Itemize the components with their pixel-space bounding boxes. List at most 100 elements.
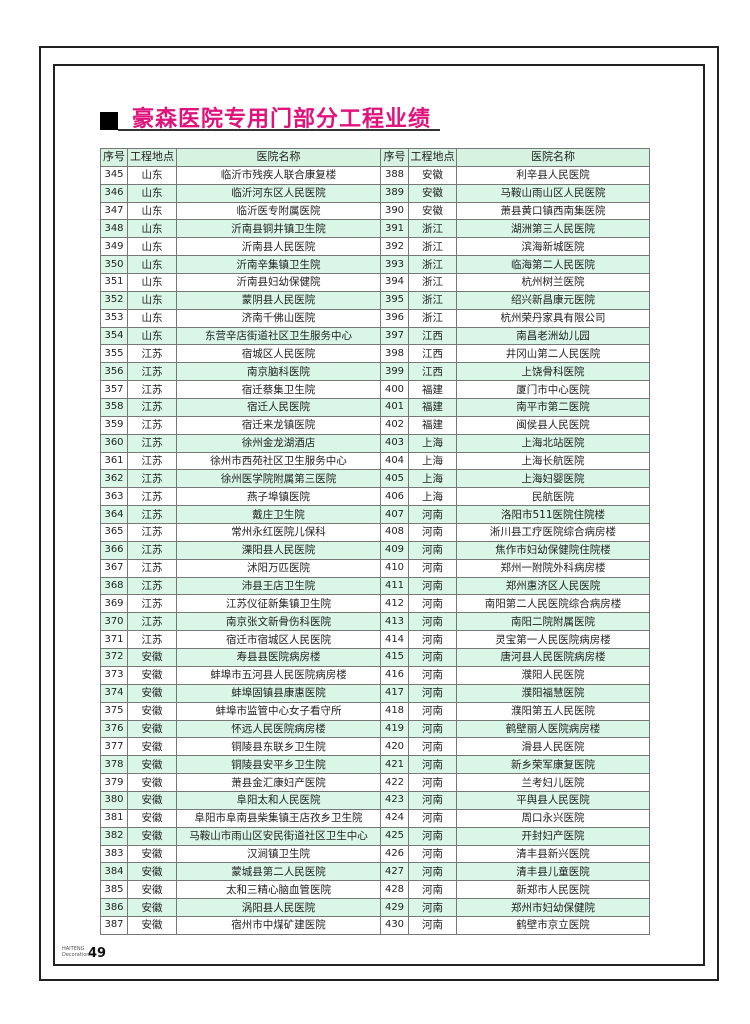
cell-number: 356 bbox=[100, 362, 128, 382]
cell-number: 420 bbox=[380, 737, 409, 757]
cell-hospital-name: 淅川县工疗医院综合病房楼 bbox=[456, 523, 650, 542]
projects-table: 序号 工程地点 医院名称 序号 工程地点 医院名称 345 山东 临沂市残疾人联合康… bbox=[100, 148, 650, 935]
table-row: 384 安徽 蒙城县第二人民医院 427 河南 清丰县儿童医院 bbox=[100, 862, 650, 882]
cell-location: 安徽 bbox=[127, 665, 177, 685]
cell-number: 364 bbox=[100, 505, 128, 525]
cell-location: 安徽 bbox=[127, 648, 177, 667]
table-row: 361 江苏 徐州市西苑社区卫生服务中心 404 上海 上海长航医院 bbox=[100, 451, 650, 471]
cell-number: 401 bbox=[380, 398, 409, 417]
cell-location: 浙江 bbox=[408, 255, 457, 275]
cell-number: 397 bbox=[380, 326, 409, 346]
cell-location: 安徽 bbox=[127, 719, 177, 739]
cell-hospital-name: 开封妇产医院 bbox=[456, 826, 650, 846]
cell-hospital-name: 萧县黄口镇西南集医院 bbox=[456, 201, 650, 221]
cell-number: 374 bbox=[100, 683, 128, 703]
cell-number: 390 bbox=[380, 201, 409, 221]
cell-number: 345 bbox=[100, 165, 128, 185]
cell-number: 427 bbox=[380, 862, 409, 882]
cell-location: 安徽 bbox=[127, 790, 177, 810]
table-row: 376 安徽 怀远人民医院病房楼 419 河南 鹤壁丽人医院病房楼 bbox=[100, 719, 650, 739]
table-row: 353 山东 济南千佛山医院 396 浙江 杭州荣丹家具有限公司 bbox=[100, 308, 650, 328]
cell-number: 410 bbox=[380, 558, 409, 578]
cell-location: 浙江 bbox=[408, 290, 457, 310]
cell-hospital-name: 闽侯县人民医院 bbox=[456, 415, 650, 435]
cell-hospital-name: 铜陵县东联乡卫生院 bbox=[176, 737, 381, 757]
cell-hospital-name: 南阳二院附属医院 bbox=[456, 612, 650, 632]
table-row: 345 山东 临沂市残疾人联合康复楼 388 安徽 利辛县人民医院 bbox=[100, 165, 650, 185]
cell-hospital-name: 宿迁蔡集卫生院 bbox=[176, 380, 381, 400]
cell-number: 421 bbox=[380, 755, 409, 775]
cell-hospital-name: 郑州一附院外科病房楼 bbox=[456, 558, 650, 578]
cell-location: 浙江 bbox=[408, 237, 457, 257]
cell-hospital-name: 常州永红医院儿保科 bbox=[176, 523, 381, 542]
cell-hospital-name: 蚌埠市监管中心女子看守所 bbox=[176, 701, 381, 721]
table-row: 378 安徽 铜陵县安平乡卫生院 421 河南 新乡荣军康复医院 bbox=[100, 755, 650, 775]
cell-number: 408 bbox=[380, 523, 409, 542]
cell-number: 360 bbox=[100, 433, 128, 453]
table-row: 380 安徽 阜阳太和人民医院 423 河南 平舆县人民医院 bbox=[100, 790, 650, 810]
cell-number: 385 bbox=[100, 880, 128, 900]
cell-hospital-name: 鹤壁市京立医院 bbox=[456, 915, 650, 935]
cell-location: 河南 bbox=[408, 558, 457, 578]
cell-number: 430 bbox=[380, 915, 409, 935]
cell-location: 江苏 bbox=[127, 558, 177, 578]
cell-location: 上海 bbox=[408, 451, 457, 471]
cell-location: 河南 bbox=[408, 719, 457, 739]
cell-hospital-name: 濮阳人民医院 bbox=[456, 665, 650, 685]
cell-number: 417 bbox=[380, 683, 409, 703]
cell-number: 399 bbox=[380, 362, 409, 382]
cell-number: 361 bbox=[100, 451, 128, 471]
cell-number: 424 bbox=[380, 808, 409, 828]
cell-location: 河南 bbox=[408, 665, 457, 685]
table-row: 365 江苏 常州永红医院儿保科 408 河南 淅川县工疗医院综合病房楼 bbox=[100, 523, 650, 542]
table-row: 357 江苏 宿迁蔡集卫生院 400 福建 厦门市中心医院 bbox=[100, 380, 650, 400]
cell-location: 河南 bbox=[408, 737, 457, 757]
cell-location: 安徽 bbox=[127, 880, 177, 900]
table-row: 348 山东 沂南县铜井镇卫生院 391 浙江 湖洲第三人民医院 bbox=[100, 219, 650, 239]
cell-hospital-name: 沂南县铜井镇卫生院 bbox=[176, 219, 381, 239]
table-row: 356 江苏 南京脑科医院 399 江西 上饶骨科医院 bbox=[100, 362, 650, 382]
cell-location: 江苏 bbox=[127, 487, 177, 507]
cell-number: 347 bbox=[100, 201, 128, 221]
cell-hospital-name: 寿县县医院病房楼 bbox=[176, 648, 381, 667]
cell-location: 河南 bbox=[408, 683, 457, 703]
cell-number: 353 bbox=[100, 308, 128, 328]
cell-number: 394 bbox=[380, 273, 409, 292]
cell-hospital-name: 临海第二人民医院 bbox=[456, 255, 650, 275]
table-row: 354 山东 东营辛店街道社区卫生服务中心 397 江西 南昌老洲幼儿园 bbox=[100, 326, 650, 346]
cell-hospital-name: 上海长航医院 bbox=[456, 451, 650, 471]
table-row: 387 安徽 宿州市中煤矿建医院 430 河南 鹤壁市京立医院 bbox=[100, 915, 650, 935]
cell-hospital-name: 临沂医专附属医院 bbox=[176, 201, 381, 221]
cell-location: 河南 bbox=[408, 648, 457, 667]
cell-location: 山东 bbox=[127, 183, 177, 203]
cell-hospital-name: 太和三精心脑血管医院 bbox=[176, 880, 381, 900]
cell-number: 363 bbox=[100, 487, 128, 507]
table-row: 363 江苏 燕子埠镇医院 406 上海 民航医院 bbox=[100, 487, 650, 507]
cell-location: 河南 bbox=[408, 898, 457, 917]
cell-location: 河南 bbox=[408, 755, 457, 775]
cell-hospital-name: 绍兴新昌康元医院 bbox=[456, 290, 650, 310]
cell-number: 349 bbox=[100, 237, 128, 257]
table-row: 383 安徽 汉涧镇卫生院 426 河南 清丰县新兴医院 bbox=[100, 844, 650, 864]
cell-hospital-name: 蚌埠固镇县康惠医院 bbox=[176, 683, 381, 703]
table-row: 381 安徽 阜阳市阜南县柴集镇王店孜乡卫生院 424 河南 周口永兴医院 bbox=[100, 808, 650, 828]
cell-hospital-name: 南阳第二人民医院综合病房楼 bbox=[456, 594, 650, 614]
cell-location: 安徽 bbox=[408, 201, 457, 221]
cell-number: 400 bbox=[380, 380, 409, 400]
cell-number: 409 bbox=[380, 540, 409, 560]
cell-hospital-name: 井冈山第二人民医院 bbox=[456, 344, 650, 364]
brand-line-1: HAITENG bbox=[62, 946, 85, 952]
cell-hospital-name: 焦作市妇幼保健院住院楼 bbox=[456, 540, 650, 560]
cell-number: 426 bbox=[380, 844, 409, 864]
cell-number: 359 bbox=[100, 415, 128, 435]
cell-number: 370 bbox=[100, 612, 128, 632]
cell-number: 369 bbox=[100, 594, 128, 614]
cell-location: 河南 bbox=[408, 576, 457, 596]
cell-number: 379 bbox=[100, 773, 128, 792]
cell-location: 江西 bbox=[408, 326, 457, 346]
cell-number: 376 bbox=[100, 719, 128, 739]
outer-page-border bbox=[39, 46, 719, 981]
cell-location: 安徽 bbox=[408, 183, 457, 203]
cell-location: 河南 bbox=[408, 915, 457, 935]
table-row: 366 江苏 溧阳县人民医院 409 河南 焦作市妇幼保健院住院楼 bbox=[100, 540, 650, 560]
